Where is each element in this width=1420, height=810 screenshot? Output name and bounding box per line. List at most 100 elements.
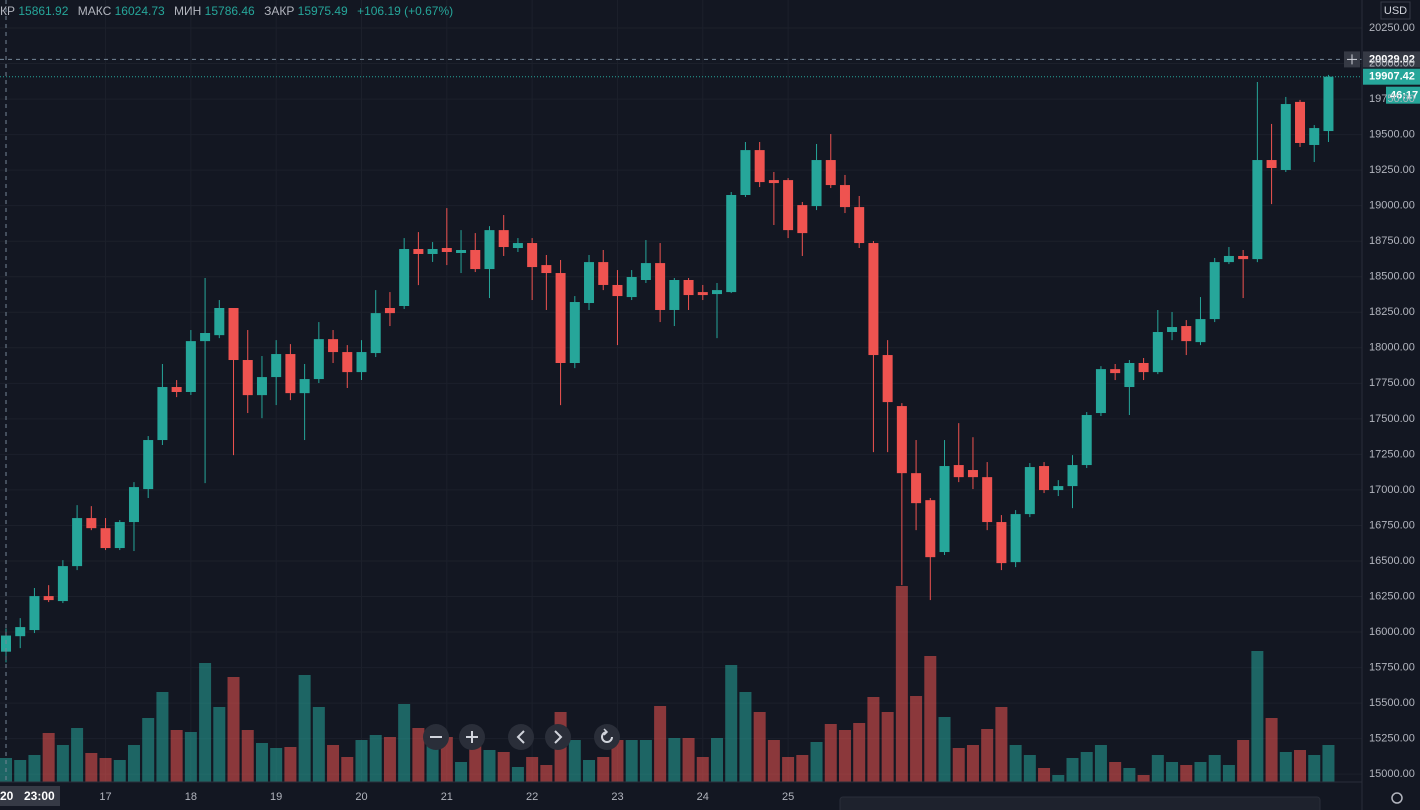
candle-body xyxy=(29,596,40,631)
volume-bar xyxy=(170,730,183,782)
volume-bar xyxy=(1109,762,1122,782)
volume-bar xyxy=(696,757,709,782)
candle-body xyxy=(1010,514,1021,563)
y-tick-label: 15750.00 xyxy=(1369,661,1415,673)
volume-bar xyxy=(1308,755,1321,782)
zoom-out-button[interactable] xyxy=(423,724,449,750)
volume-bar xyxy=(995,707,1008,782)
crosshair-price-label: 20029.02 xyxy=(1369,53,1415,65)
candle-body xyxy=(1209,262,1220,320)
volume-bar xyxy=(426,740,439,782)
volume-bar xyxy=(895,586,908,782)
candle-body xyxy=(896,406,907,474)
volume-bar xyxy=(782,757,795,782)
crosshair-price-tag xyxy=(1363,51,1420,68)
candle-body xyxy=(441,248,452,252)
candle-body xyxy=(313,339,324,380)
y-tick-label: 19750.00 xyxy=(1369,93,1415,105)
legend-value: 16024.73 xyxy=(114,4,165,18)
candle-body xyxy=(555,273,566,364)
volume-bar xyxy=(1052,775,1065,782)
candle-body xyxy=(328,339,339,353)
volume-bar xyxy=(625,740,638,782)
volume-bar xyxy=(156,692,169,782)
volume-bar xyxy=(682,738,695,782)
x-tick-label: 20 xyxy=(355,791,367,803)
candle-body xyxy=(854,207,865,244)
candle-body xyxy=(569,302,580,364)
candle-body xyxy=(214,307,225,336)
volume-bar xyxy=(1208,755,1221,782)
candle-body xyxy=(143,440,154,490)
candle-body xyxy=(299,379,310,394)
candle-body xyxy=(1252,160,1263,260)
candle-body xyxy=(697,292,708,296)
scroll-right-button[interactable] xyxy=(545,724,571,750)
volume-bar xyxy=(1265,718,1278,782)
last-price-label: 19907.42 xyxy=(1369,71,1415,83)
candle-body xyxy=(768,180,779,184)
volume-bar xyxy=(796,755,809,782)
zoom-controls xyxy=(423,724,620,750)
volume-bar xyxy=(255,743,268,782)
legend-label: МИН xyxy=(174,4,202,18)
volume-bar xyxy=(639,740,652,782)
volume-bar xyxy=(853,723,866,782)
candle-body xyxy=(683,279,694,296)
candle-body xyxy=(1053,486,1064,491)
candle-body xyxy=(712,290,722,295)
volume-bar xyxy=(127,745,140,782)
candle-body xyxy=(868,243,879,356)
volume-bar xyxy=(1137,775,1150,782)
volume-bar xyxy=(369,735,382,782)
volume-bar xyxy=(910,696,923,782)
volume-bar xyxy=(725,665,738,782)
settings-icon[interactable] xyxy=(1391,792,1403,804)
candle-body xyxy=(200,333,211,342)
candle-body xyxy=(456,250,467,253)
volume-bar xyxy=(99,758,112,782)
y-tick-label: 19250.00 xyxy=(1369,164,1415,176)
candle-body xyxy=(356,352,367,373)
candle-body xyxy=(470,250,481,270)
volume-bar xyxy=(668,738,681,782)
volume-bar xyxy=(1279,752,1292,782)
candle-body xyxy=(1167,327,1178,333)
volume-bar xyxy=(497,752,510,782)
last-price-tag xyxy=(1363,68,1420,85)
candle-body xyxy=(512,243,523,249)
add-alert-button[interactable] xyxy=(1344,51,1360,68)
volume-bar xyxy=(1166,762,1179,782)
volume-bar xyxy=(1123,768,1136,782)
candle-body xyxy=(399,249,410,307)
volume-bar xyxy=(1222,765,1235,782)
candle-body xyxy=(72,518,83,567)
volume-bar xyxy=(28,755,41,782)
candle-body xyxy=(1039,466,1050,491)
y-tick-label: 18000.00 xyxy=(1369,342,1415,354)
volume-bar xyxy=(483,750,496,782)
volume-bar xyxy=(1237,740,1250,782)
candle-body xyxy=(1223,255,1234,263)
scroll-left-button[interactable] xyxy=(508,724,534,750)
volume-bar xyxy=(981,729,994,782)
volume-bar xyxy=(810,742,823,782)
candle-body xyxy=(1081,415,1092,466)
candle-body xyxy=(185,341,196,392)
y-tick-label: 19000.00 xyxy=(1369,200,1415,212)
reset-button[interactable] xyxy=(594,724,620,750)
volume-bar xyxy=(1322,745,1335,782)
drawing-toolbar[interactable] xyxy=(839,796,1321,810)
zoom-in-button[interactable] xyxy=(459,724,485,750)
candle-body xyxy=(982,477,993,523)
volume-bar xyxy=(597,757,610,782)
candle-body xyxy=(256,377,267,396)
candle-body xyxy=(1195,319,1206,343)
candle-body xyxy=(43,596,54,601)
y-tick-label: 15250.00 xyxy=(1369,733,1415,745)
candle-body xyxy=(1024,467,1035,515)
candle-body xyxy=(370,313,381,354)
candle-body xyxy=(626,277,637,298)
candle-body xyxy=(797,205,808,234)
